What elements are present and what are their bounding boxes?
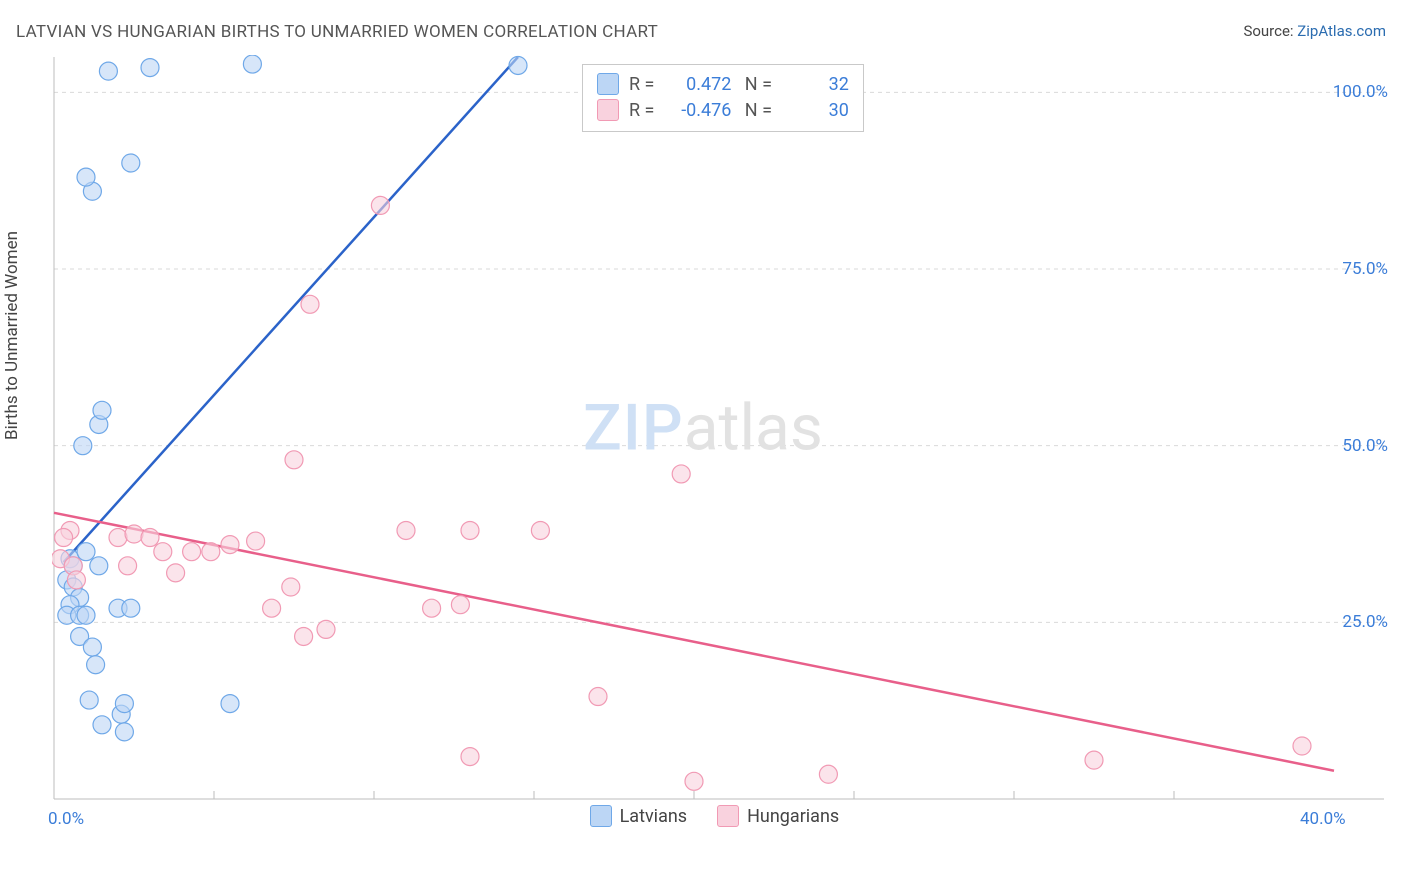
data-point xyxy=(397,521,415,539)
trend-line xyxy=(54,513,1334,771)
legend-row: R = 0.472 N = 32 xyxy=(597,71,849,97)
data-point xyxy=(263,599,281,617)
legend-label: Hungarians xyxy=(747,806,839,827)
data-point xyxy=(119,557,137,575)
data-point xyxy=(125,525,143,543)
data-point xyxy=(247,532,265,550)
data-point xyxy=(93,401,111,419)
series-legend: Latvians Hungarians xyxy=(590,805,840,827)
data-point xyxy=(83,638,101,656)
data-point xyxy=(243,55,261,73)
data-point xyxy=(80,691,98,709)
data-point xyxy=(295,627,313,645)
data-point xyxy=(317,620,335,638)
data-point xyxy=(371,196,389,214)
x-tick-label: 40.0% xyxy=(1300,809,1346,829)
data-point xyxy=(285,451,303,469)
data-point xyxy=(167,564,185,582)
legend-item: Latvians xyxy=(590,805,688,827)
data-point xyxy=(221,536,239,554)
data-point xyxy=(122,154,140,172)
data-point xyxy=(531,521,549,539)
scatter-plot xyxy=(52,55,1392,835)
data-point xyxy=(451,596,469,614)
legend-row: R = -0.476 N = 30 xyxy=(597,97,849,123)
data-point xyxy=(55,529,73,547)
legend-swatch xyxy=(597,73,619,95)
source-label: Source: xyxy=(1243,22,1297,40)
y-tick-label: 25.0% xyxy=(1342,612,1388,632)
source-link[interactable]: ZipAtlas.com xyxy=(1297,22,1386,40)
data-point xyxy=(115,695,133,713)
y-axis-label: Births to Unmarried Women xyxy=(2,231,22,440)
data-point xyxy=(154,543,172,561)
chart-container: LATVIAN VS HUNGARIAN BIRTHS TO UNMARRIED… xyxy=(0,0,1406,892)
legend-label: Latvians xyxy=(620,806,688,827)
y-tick-label: 50.0% xyxy=(1342,436,1388,456)
trend-line xyxy=(64,57,518,562)
chart-title: LATVIAN VS HUNGARIAN BIRTHS TO UNMARRIED… xyxy=(16,22,658,42)
data-point xyxy=(423,599,441,617)
legend-swatch xyxy=(717,805,739,827)
data-point xyxy=(141,529,159,547)
data-point xyxy=(183,543,201,561)
data-point xyxy=(77,543,95,561)
data-point xyxy=(99,62,117,80)
data-point xyxy=(1085,751,1103,769)
data-point xyxy=(93,716,111,734)
correlation-legend: R = 0.472 N = 32 R = -0.476 N = 30 xyxy=(582,64,864,132)
legend-stats: R = 0.472 N = 32 xyxy=(629,74,849,95)
data-point xyxy=(819,765,837,783)
data-point xyxy=(672,465,690,483)
data-point xyxy=(74,437,92,455)
data-point xyxy=(77,606,95,624)
data-point xyxy=(685,772,703,790)
data-point xyxy=(221,695,239,713)
data-point xyxy=(122,599,140,617)
legend-swatch xyxy=(597,99,619,121)
data-point xyxy=(90,557,108,575)
data-point xyxy=(115,723,133,741)
x-tick-label: 0.0% xyxy=(48,809,84,829)
legend-stats: R = -0.476 N = 30 xyxy=(629,100,849,121)
y-tick-label: 75.0% xyxy=(1342,259,1388,279)
data-point xyxy=(301,295,319,313)
data-point xyxy=(87,656,105,674)
data-point xyxy=(461,748,479,766)
data-point xyxy=(67,571,85,589)
y-tick-label: 100.0% xyxy=(1333,82,1388,102)
data-point xyxy=(461,521,479,539)
data-point xyxy=(1293,737,1311,755)
legend-swatch xyxy=(590,805,612,827)
data-point xyxy=(282,578,300,596)
data-point xyxy=(77,168,95,186)
legend-item: Hungarians xyxy=(717,805,839,827)
data-point xyxy=(589,688,607,706)
data-point xyxy=(202,543,220,561)
source-attribution: Source: ZipAtlas.com xyxy=(1243,22,1386,40)
data-point xyxy=(141,59,159,77)
data-point xyxy=(509,56,527,74)
data-point xyxy=(109,529,127,547)
